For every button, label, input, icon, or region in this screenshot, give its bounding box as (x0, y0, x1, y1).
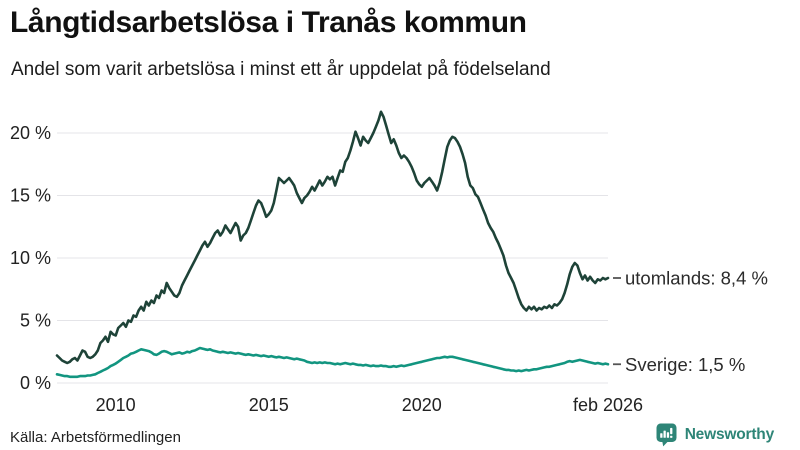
y-tick-label: 10 % (10, 248, 51, 268)
x-tick-label: 2010 (96, 395, 136, 415)
series-line-utomlands (55, 110, 610, 365)
x-tick-label: 2015 (249, 395, 289, 415)
y-tick-label: 20 % (10, 123, 51, 143)
y-tick-label: 5 % (20, 311, 51, 331)
series-line-Sverige (55, 346, 610, 379)
newsworthy-bubble-chart-icon (656, 423, 677, 447)
x-tick-label: 2020 (402, 395, 442, 415)
series-end-label: Sverige: 1,5 % (625, 354, 745, 375)
newsworthy-logo: Newsworthy (656, 423, 774, 447)
page-subtitle: Andel som varit arbetslösa i minst ett å… (11, 59, 551, 80)
y-tick-label: 15 % (10, 186, 51, 206)
series-end-label: utomlands: 8,4 % (625, 268, 768, 289)
newsworthy-wordmark: Newsworthy (684, 426, 775, 443)
source-attribution: Källa: Arbetsförmedlingen (10, 429, 181, 446)
page-title: Långtidsarbetslösa i Tranås kommun (10, 6, 527, 39)
y-tick-label: 0 % (20, 373, 51, 393)
x-tick-label: feb 2026 (573, 395, 643, 415)
